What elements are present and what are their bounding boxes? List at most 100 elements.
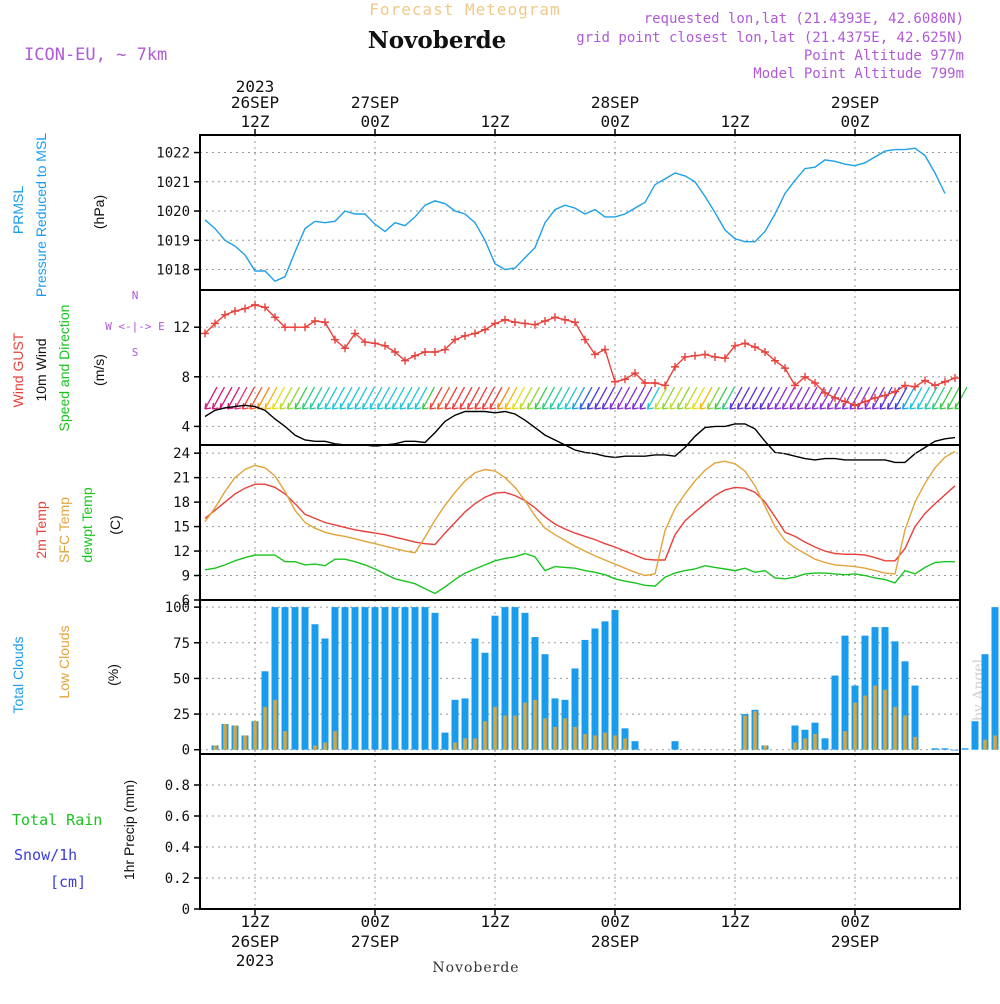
low-clouds-bar bbox=[843, 731, 847, 750]
low-clouds-bar bbox=[313, 745, 317, 750]
wind-barb bbox=[571, 386, 586, 410]
total-clouds-bar bbox=[481, 652, 489, 750]
gust-marker bbox=[891, 387, 899, 396]
total-clouds-bar bbox=[831, 675, 839, 750]
time-label: 2023 bbox=[236, 951, 275, 970]
model-altitude: Model Point Altitude 799m bbox=[753, 66, 964, 82]
point-altitude: Point Altitude 977m bbox=[804, 48, 964, 64]
wind-barb bbox=[346, 386, 361, 410]
wind-barb bbox=[219, 386, 233, 410]
gust-marker bbox=[341, 344, 349, 353]
gust-marker bbox=[211, 319, 219, 328]
gust-marker bbox=[881, 391, 889, 400]
total-clouds-bar bbox=[541, 654, 549, 750]
time-label: 2023 bbox=[236, 77, 275, 96]
total-clouds-bar bbox=[501, 607, 509, 750]
total-clouds-bar bbox=[601, 621, 609, 750]
wind-barb bbox=[909, 386, 923, 410]
gust-marker bbox=[551, 313, 559, 322]
y-tick-label: 50 bbox=[173, 671, 190, 687]
total-clouds-bar bbox=[841, 635, 849, 750]
y-tick-label: 100 bbox=[165, 600, 190, 616]
wind-barb bbox=[376, 386, 391, 410]
compass-we-label: W <-|-> E bbox=[105, 320, 165, 333]
total-clouds-bar bbox=[361, 607, 369, 750]
low-clouds-bar bbox=[563, 718, 567, 750]
wind-barb bbox=[691, 386, 706, 410]
wind-barb bbox=[556, 386, 571, 410]
gust-marker bbox=[721, 354, 729, 363]
clouds-panel: 0 25 50 75 100 bbox=[165, 599, 999, 759]
precip-panel: 0 0.2 0.4 0.6 0.8 bbox=[165, 753, 961, 918]
wind-barb bbox=[699, 386, 713, 410]
low-clouds-bar bbox=[803, 738, 807, 750]
time-label: 12Z bbox=[241, 912, 270, 931]
gust-marker bbox=[951, 374, 959, 383]
wind-barb bbox=[744, 386, 758, 410]
y-tick-label: 21 bbox=[173, 471, 190, 487]
total-clouds-label: Total Clouds bbox=[10, 636, 26, 713]
ms-unit-label: (m/s) bbox=[91, 354, 107, 386]
wind-barb bbox=[451, 386, 466, 410]
gust-marker bbox=[631, 369, 639, 378]
total-clouds-bar bbox=[611, 609, 619, 750]
time-label: 27SEP bbox=[351, 93, 399, 112]
gust-marker bbox=[761, 348, 769, 356]
gust-marker bbox=[331, 335, 339, 344]
gust-marker bbox=[281, 323, 289, 332]
time-label: 00Z bbox=[361, 112, 390, 131]
y-tick-label: 24 bbox=[173, 446, 190, 462]
wind-barb bbox=[856, 386, 871, 410]
total-clouds-bar bbox=[821, 738, 829, 750]
low-clouds-bar bbox=[593, 735, 597, 750]
wind-barb bbox=[879, 386, 893, 410]
low-clouds-bar bbox=[513, 715, 517, 750]
y-tick-label: 1019 bbox=[156, 233, 190, 249]
time-label: 00Z bbox=[841, 112, 870, 131]
gust-marker bbox=[391, 348, 399, 356]
gust-marker bbox=[781, 364, 789, 373]
low-clouds-bar bbox=[553, 726, 557, 750]
wind-barb bbox=[789, 386, 803, 410]
wind-barb bbox=[946, 386, 961, 410]
snow-label: Snow/1h bbox=[14, 846, 77, 864]
location-title: Novoberde bbox=[368, 27, 507, 54]
total-clouds-bar bbox=[461, 698, 469, 750]
low-clouds-bar bbox=[253, 721, 257, 750]
total-clouds-bar bbox=[421, 607, 429, 750]
panel-frame bbox=[199, 753, 961, 910]
total-clouds-bar bbox=[311, 624, 319, 750]
gust-marker bbox=[821, 388, 829, 397]
gust-marker bbox=[431, 348, 439, 356]
wind-barb bbox=[601, 386, 616, 410]
pressure-panel: 1018 1019 1020 1021 1022 bbox=[156, 134, 961, 291]
requested-coords: requested lon,lat (21.4393E, 42.6080N) bbox=[644, 11, 964, 27]
gust-marker bbox=[471, 329, 479, 338]
total-clouds-bar bbox=[401, 607, 409, 750]
gust-marker bbox=[511, 318, 519, 327]
product-title: Forecast Meteogram bbox=[369, 0, 560, 19]
total-clouds-bar bbox=[551, 698, 559, 750]
speed-direction-label: Speed and Direction bbox=[56, 305, 72, 432]
time-label: 12Z bbox=[241, 112, 270, 131]
low-clouds-bar bbox=[603, 732, 607, 750]
wind-barb bbox=[466, 386, 481, 410]
gust-marker bbox=[581, 335, 589, 344]
wind-barb bbox=[774, 386, 788, 410]
total-clouds-bar bbox=[911, 685, 919, 750]
low-clouds-bar bbox=[863, 695, 867, 750]
y-tick-label: 1018 bbox=[156, 263, 190, 279]
total-clouds-bar bbox=[431, 612, 439, 750]
y-tick-label: 15 bbox=[173, 520, 190, 536]
wind-barb bbox=[481, 386, 496, 410]
gust-marker bbox=[671, 362, 679, 371]
time-label: 00Z bbox=[841, 912, 870, 931]
low-clouds-bar bbox=[483, 721, 487, 750]
gust-marker bbox=[841, 397, 849, 406]
gust-marker bbox=[521, 319, 529, 328]
low-clouds-bar bbox=[283, 731, 287, 750]
total-clouds-bar bbox=[391, 607, 399, 750]
gust-marker bbox=[531, 320, 539, 329]
total-clouds-bar bbox=[521, 612, 529, 750]
